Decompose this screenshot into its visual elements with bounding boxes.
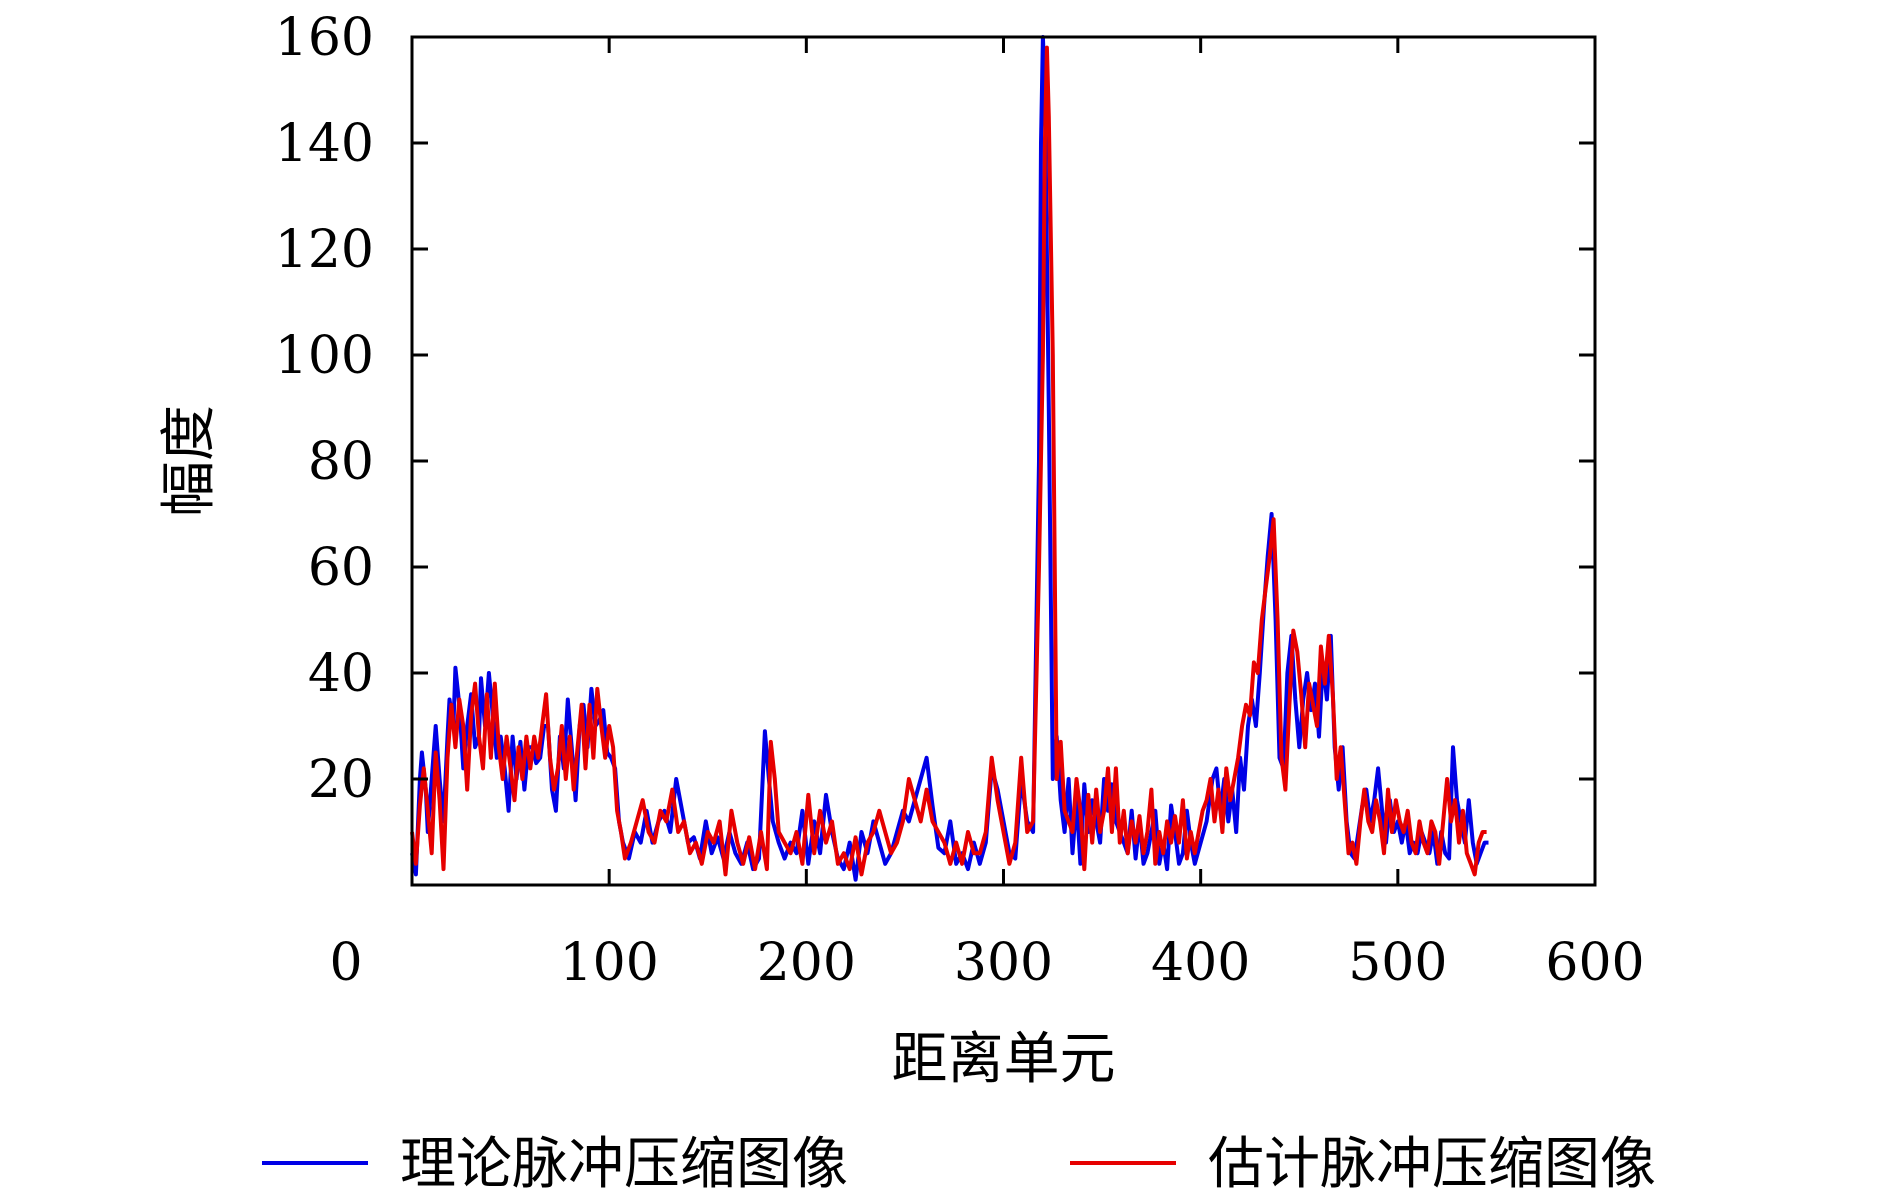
series-line-2 bbox=[410, 45, 1487, 877]
x-tick-label: 600 bbox=[1545, 933, 1644, 993]
tick-layer bbox=[412, 35, 1595, 885]
x-tick-label: 500 bbox=[1348, 933, 1447, 993]
legend-label: 理论脉冲压缩图像 bbox=[400, 1132, 848, 1195]
y-tick-label: 160 bbox=[275, 8, 374, 68]
x-tick-label: 300 bbox=[954, 933, 1053, 993]
x-tick-label: 400 bbox=[1151, 933, 1250, 993]
legend-item-1: 理论脉冲压缩图像 bbox=[262, 1132, 848, 1195]
y-tick-label: 20 bbox=[308, 750, 374, 810]
y-tick-label: 40 bbox=[308, 644, 374, 704]
x-tick-label: 200 bbox=[757, 933, 856, 993]
y-tick-label: 100 bbox=[275, 326, 374, 386]
legend: 理论脉冲压缩图像 估计脉冲压缩图像 bbox=[262, 1132, 1656, 1195]
series-layer bbox=[410, 35, 1489, 882]
x-tick-label: 0 bbox=[329, 933, 362, 993]
y-tick-label: 60 bbox=[308, 538, 374, 598]
y-tick-label: 120 bbox=[275, 220, 374, 280]
x-tick-labels: 0 100 200 300 400 500 600 bbox=[329, 933, 1644, 993]
series-line-1 bbox=[410, 35, 1489, 882]
plot-area bbox=[410, 35, 1597, 887]
legend-item-2: 估计脉冲压缩图像 bbox=[1070, 1132, 1656, 1195]
legend-label: 估计脉冲压缩图像 bbox=[1208, 1132, 1656, 1195]
y-tick-label: 80 bbox=[308, 432, 374, 492]
y-tick-labels: 20 40 60 80 100 120 140 160 bbox=[275, 8, 374, 810]
y-axis-title: 幅度 bbox=[157, 405, 222, 517]
y-tick-label: 140 bbox=[275, 114, 374, 174]
plot-frame bbox=[410, 35, 1597, 887]
x-tick-label: 100 bbox=[560, 933, 659, 993]
x-axis-title: 距离单元 bbox=[892, 1027, 1116, 1092]
